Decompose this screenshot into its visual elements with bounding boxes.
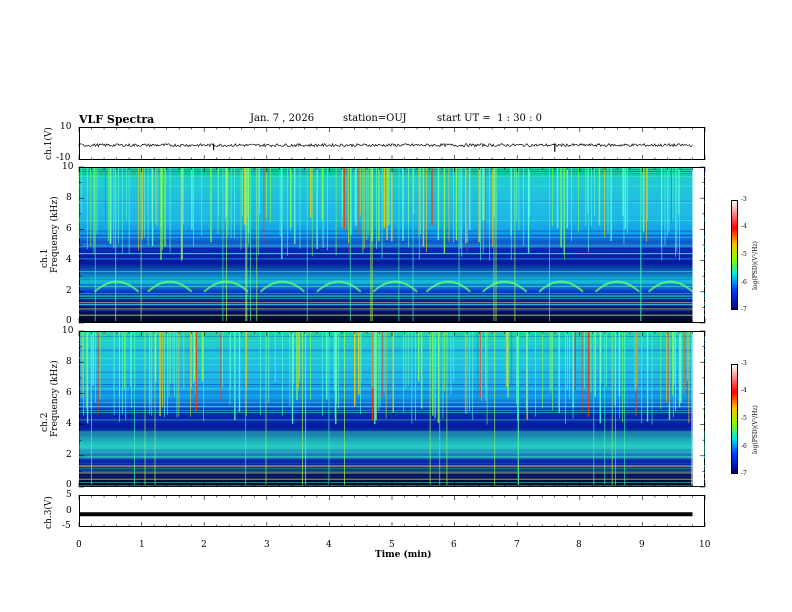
- colorbar-tick: -6: [741, 443, 747, 450]
- whistler-hump: [425, 280, 472, 293]
- colorbar-label: log(PSD)(V²/Hz): [752, 241, 759, 290]
- xtick: 4: [326, 540, 332, 550]
- colorbar-label: log(PSD)(V²/Hz): [752, 405, 759, 454]
- figure-title: VLF Spectra: [79, 113, 155, 126]
- xtick: 7: [514, 540, 520, 550]
- whistler-hump: [147, 280, 193, 293]
- ch2-spec-ylabel: Frequency (kHz): [50, 360, 60, 437]
- x-axis-label: Time (min): [375, 550, 432, 560]
- date-label: Jan. 7 , 2026: [250, 113, 315, 124]
- ytick: 10: [62, 326, 74, 336]
- xtick: 9: [639, 540, 645, 550]
- xtick: 6: [451, 540, 457, 550]
- colorbar-tick: -7: [741, 306, 747, 313]
- no-data-region: [692, 128, 704, 159]
- colorbar-tick: -7: [741, 470, 747, 477]
- xtick: 8: [576, 540, 582, 550]
- whistler-hump: [316, 280, 362, 293]
- whistler-hump: [372, 280, 418, 293]
- ch1-spec-ylabel: Frequency (kHz): [50, 196, 60, 273]
- colorbar-tick: -6: [741, 279, 747, 286]
- ytick: 5: [66, 490, 72, 500]
- colorbar-tick: -3: [741, 196, 747, 203]
- xtick: 2: [201, 540, 207, 550]
- whistler-hump: [482, 280, 528, 293]
- ytick: -10: [56, 153, 71, 163]
- colorbar-tick: -5: [741, 415, 747, 422]
- whistler-hump: [259, 280, 306, 293]
- colorbar-tick: -3: [741, 360, 747, 367]
- xtick: 1: [139, 540, 145, 550]
- ytick: 2: [66, 286, 72, 296]
- colorbar-ch2: [731, 364, 738, 474]
- ch1-waveform-ylabel: ch.1(V): [44, 127, 54, 160]
- ytick: 6: [66, 388, 72, 398]
- ytick: 2: [66, 450, 72, 460]
- whistler-hump: [203, 280, 249, 293]
- ytick: 6: [66, 224, 72, 234]
- colorbar-ch1: [731, 200, 738, 310]
- xtick: 5: [389, 540, 395, 550]
- ytick: 0: [66, 480, 72, 490]
- xtick: 10: [699, 540, 711, 550]
- whistler-hump: [538, 280, 584, 293]
- start-time-label: start UT = 1 : 30 : 0: [437, 113, 543, 124]
- colorbar-tick: -4: [741, 387, 747, 394]
- colorbar-tick: -5: [741, 251, 747, 258]
- ytick: -5: [62, 521, 71, 531]
- whistler-hump: [647, 280, 694, 293]
- whistler-hump: [93, 280, 140, 293]
- xtick: 3: [264, 540, 270, 550]
- ch1-waveform-trace: [78, 142, 693, 148]
- ytick: 8: [66, 357, 72, 367]
- whistler-hump: [594, 280, 641, 293]
- no-data-region: [692, 332, 704, 486]
- ytick: 4: [66, 419, 72, 429]
- emission-band: [79, 430, 705, 459]
- ch2-spec-ylabel-top: ch.2: [40, 412, 50, 432]
- ch1-spec-ylabel-top: ch.1: [40, 248, 50, 268]
- ch3-waveform-ylabel: ch.3(V): [44, 496, 54, 529]
- xtick: 0: [76, 540, 82, 550]
- station-label: station=OUJ: [343, 113, 407, 124]
- ytick: 0: [66, 316, 72, 326]
- ytick: 8: [66, 193, 72, 203]
- ytick: 10: [60, 122, 72, 132]
- colorbar-tick: -4: [741, 223, 747, 230]
- ytick: 4: [66, 255, 72, 265]
- ytick: 0: [66, 506, 72, 516]
- ytick: 10: [62, 162, 74, 172]
- no-data-region: [692, 168, 704, 322]
